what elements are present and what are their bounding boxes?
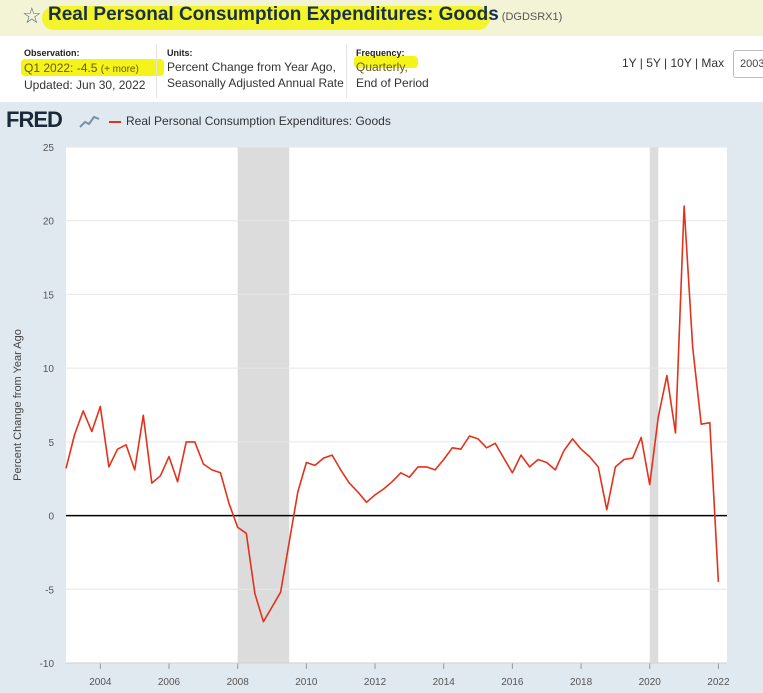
x-tick-label: 2010 bbox=[295, 677, 318, 688]
y-axis-label: Percent Change from Year Ago bbox=[12, 329, 24, 481]
page-title: Real Personal Consumption Expenditures: … bbox=[48, 4, 562, 25]
y-tick-label: 10 bbox=[43, 364, 55, 375]
x-tick-label: 2022 bbox=[707, 677, 730, 688]
updated-date: Updated: Jun 30, 2022 bbox=[24, 78, 146, 92]
observation-label: Observation: bbox=[24, 48, 80, 58]
observation-text: Q1 2022: -4.5 bbox=[24, 61, 98, 75]
series-line bbox=[65, 205, 720, 623]
units-label: Units: bbox=[167, 48, 193, 58]
y-tick-label: 15 bbox=[43, 290, 55, 301]
y-tick-label: -10 bbox=[40, 659, 55, 670]
legend-swatch bbox=[109, 121, 121, 123]
frequency-label: Frequency: bbox=[356, 48, 405, 58]
x-tick-label: 2020 bbox=[639, 677, 662, 688]
x-tick-label: 2008 bbox=[227, 677, 250, 688]
divider bbox=[156, 44, 157, 98]
observation-highlight bbox=[21, 59, 164, 76]
plot-area bbox=[66, 147, 727, 663]
y-tick-label: 20 bbox=[43, 217, 55, 228]
star-icon[interactable]: ☆ bbox=[22, 3, 42, 28]
frequency-highlight bbox=[354, 56, 418, 68]
observation-more-link[interactable]: (+ more) bbox=[100, 64, 139, 75]
y-tick-label: 5 bbox=[48, 438, 54, 449]
recession-band bbox=[237, 147, 290, 663]
legend-label: Real Personal Consumption Expenditures: … bbox=[126, 114, 391, 128]
x-tick-label: 2018 bbox=[570, 677, 593, 688]
y-tick-label: -5 bbox=[45, 585, 54, 596]
recession-band bbox=[649, 147, 659, 663]
y-tick-label: 0 bbox=[48, 512, 54, 523]
y-tick-label: 25 bbox=[43, 143, 55, 154]
units-line2: Seasonally Adjusted Annual Rate bbox=[167, 76, 344, 90]
series-title: Real Personal Consumption Expenditures: … bbox=[48, 4, 499, 25]
title-wrap: Real Personal Consumption Expenditures: … bbox=[42, 4, 562, 30]
title-bar: ☆ Real Personal Consumption Expenditures… bbox=[0, 0, 763, 36]
x-tick-label: 2004 bbox=[89, 677, 112, 688]
x-tick-label: 2012 bbox=[364, 677, 387, 688]
date-range-start-input[interactable]: 2003 bbox=[733, 50, 763, 78]
observation-value: Q1 2022: -4.5 (+ more) bbox=[24, 61, 139, 77]
range-buttons[interactable]: 1Y | 5Y | 10Y | Max bbox=[622, 56, 725, 70]
series-id: (DGDSRX1) bbox=[501, 11, 563, 23]
fred-logo-graph-icon bbox=[79, 115, 100, 128]
x-tick-label: 2006 bbox=[158, 677, 181, 688]
divider bbox=[346, 44, 347, 98]
fred-logo: FRED bbox=[6, 107, 63, 132]
frequency-line2: End of Period bbox=[356, 76, 429, 90]
frequency-line1: Quarterly, bbox=[356, 60, 408, 74]
x-tick-label: 2014 bbox=[433, 677, 456, 688]
title-highlight bbox=[42, 6, 490, 30]
x-tick-label: 2016 bbox=[501, 677, 524, 688]
units-line1: Percent Change from Year Ago, bbox=[167, 60, 336, 74]
